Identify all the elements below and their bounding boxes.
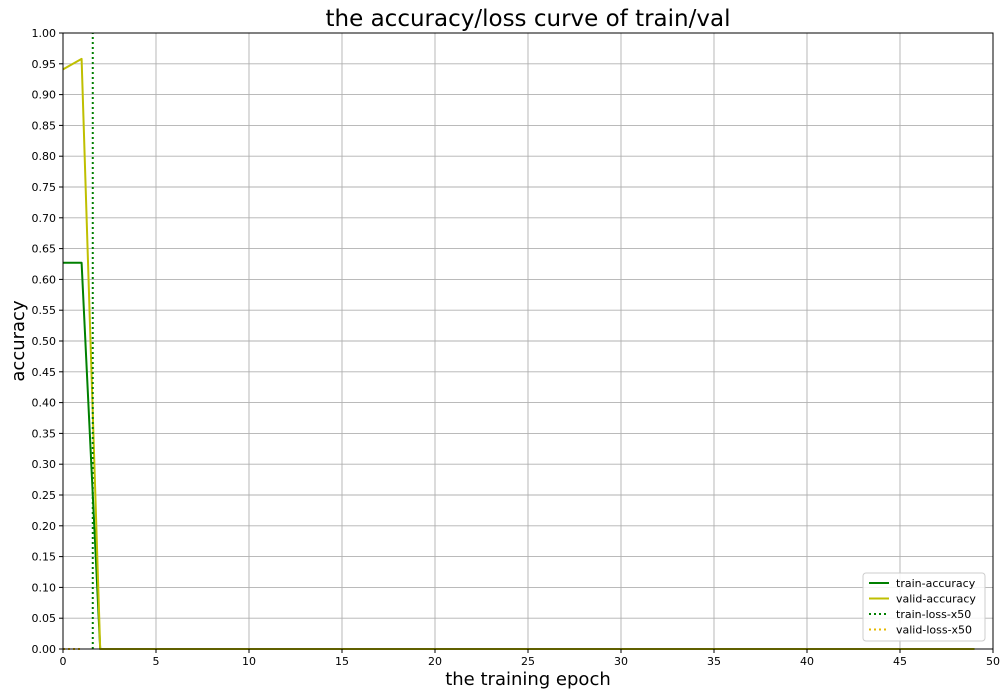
series-line-valid-accuracy [62,57,975,650]
y-tick-label: 0.55 [32,304,57,317]
series-line-train-accuracy [63,261,975,650]
y-tick-label: 0.20 [32,520,57,533]
legend-box [862,572,986,642]
y-tick-label: 0.90 [32,89,57,102]
x-tick-label: 40 [800,655,814,668]
y-tick-label: 0.75 [32,181,57,194]
x-tick-label: 45 [893,655,907,668]
x-tick-label: 25 [521,655,535,668]
legend-label: train-accuracy [896,577,976,590]
x-tick-label: 5 [153,655,160,668]
y-tick-label: 1.00 [32,27,57,40]
grid [62,32,994,650]
x-tick-label: 50 [986,655,1000,668]
y-tick-label: 0.95 [32,58,57,71]
y-tick-label: 0.40 [32,397,57,410]
chart-title: the accuracy/loss curve of train/val [326,6,731,32]
x-tick-label: 0 [60,655,67,668]
y-tick-label: 0.30 [32,458,57,471]
legend-label: valid-accuracy [896,593,976,606]
x-tick-label: 20 [428,655,442,668]
legend: train-accuracy valid-accuracy train-loss-x… [862,572,986,642]
legend-label: valid-loss-x50 [896,624,972,637]
x-tick-label: 10 [242,655,256,668]
y-axis-ticks: 0.00 0.05 0.10 0.15 0.20 0.25 0.30 0.35 0.40 0.45… [32,27,63,656]
y-tick-label: 0.00 [32,643,57,656]
y-tick-label: 0.15 [32,551,57,564]
y-tick-label: 0.10 [32,581,57,594]
x-tick-label: 35 [707,655,721,668]
legend-label: train-loss-x50 [896,608,971,621]
y-tick-label: 0.80 [32,150,57,163]
y-tick-label: 0.60 [32,273,57,286]
y-tick-label: 0.45 [32,366,57,379]
y-axis-label: accuracy [8,300,29,382]
x-tick-label: 30 [614,655,628,668]
y-tick-label: 0.65 [32,243,57,256]
y-tick-label: 0.85 [32,119,57,132]
y-tick-label: 0.35 [32,427,57,440]
x-tick-label: 15 [335,655,349,668]
y-tick-label: 0.25 [32,489,57,502]
y-tick-label: 0.70 [32,212,57,225]
y-tick-label: 0.50 [32,335,57,348]
x-axis-ticks: 0 5 10 15 20 25 30 35 40 45 50 [60,649,1000,668]
x-axis-label: the training epoch [445,669,611,690]
y-tick-label: 0.05 [32,612,57,625]
